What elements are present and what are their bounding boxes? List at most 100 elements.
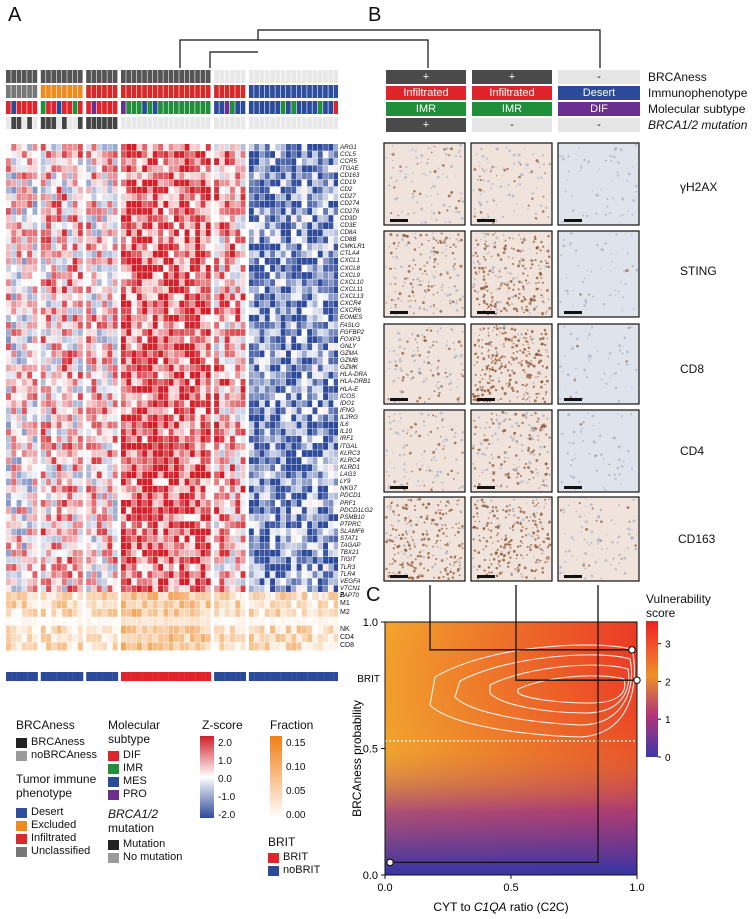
heatmap-cell: [179, 371, 185, 379]
heatmap-cell: [224, 457, 230, 464]
heatmap-cell: [107, 307, 113, 315]
heatmap-cell: [275, 343, 281, 351]
heatmap-cell: [136, 393, 142, 400]
heatmap-cell: [174, 514, 179, 521]
heatmap-cell: [296, 400, 302, 408]
heatmap-cell: [21, 471, 27, 479]
heatmap-cell: [189, 485, 195, 493]
heatmap-cell: [184, 236, 190, 244]
heatmap-cell: [189, 364, 195, 372]
heatmap-cell: [163, 556, 169, 564]
brit-cell: [21, 672, 28, 681]
heatmap-cell: [16, 500, 22, 507]
heatmap-cell: [32, 293, 38, 301]
heatmap-cell: [259, 300, 265, 308]
heatmap-cell: [296, 450, 302, 457]
heatmap-cell: [275, 208, 281, 215]
fraction-cell: [333, 625, 338, 634]
heatmap-cell: [291, 236, 297, 244]
heatmap-cell: [296, 585, 302, 593]
heatmap-cell: [51, 421, 57, 429]
track-subtype-cell: [147, 101, 153, 114]
ihc-speck: [501, 174, 503, 176]
ihc-speck: [404, 173, 407, 176]
track-subtype-cell: [235, 101, 240, 114]
heatmap-cell: [254, 236, 260, 244]
heatmap-cell: [40, 435, 46, 443]
heatmap-cell: [21, 329, 27, 336]
heatmap-cell: [333, 236, 338, 244]
heatmap-cell: [107, 585, 113, 593]
heatmap-cell: [200, 435, 206, 443]
heatmap-cell: [254, 186, 260, 194]
heatmap-cell: [91, 364, 97, 372]
heatmap-cell: [96, 414, 102, 422]
track-brcaness-cell: [296, 70, 302, 83]
track-mutation-cell: [163, 117, 169, 129]
fraction-cell: [107, 625, 113, 634]
heatmap-cell: [16, 208, 22, 215]
heatmap-cell: [77, 535, 83, 543]
ihc-speck: [485, 200, 489, 203]
fraction-cell: [240, 642, 246, 651]
heatmap-cell: [205, 243, 211, 251]
ihc-speck: [479, 175, 481, 178]
heatmap-cell: [301, 521, 307, 529]
heatmap-cell: [136, 492, 142, 500]
heatmap-cell: [168, 250, 174, 258]
track-immuno-cell: [286, 85, 291, 98]
heatmap-cell: [312, 250, 318, 258]
heatmap-cell: [317, 172, 323, 180]
heatmap-cell: [62, 257, 67, 265]
heatmap-cell: [264, 528, 270, 536]
heatmap-cell: [184, 307, 190, 315]
heatmap-cell: [224, 279, 230, 286]
heatmap-cell: [240, 165, 246, 173]
heatmap-cell: [259, 229, 265, 237]
track-subtype-cell: [67, 101, 72, 114]
heatmap-cell: [323, 364, 328, 372]
heatmap-cell: [323, 478, 328, 486]
heatmap-cell: [86, 386, 92, 393]
heatmap-cell: [96, 200, 102, 208]
heatmap-cell: [195, 386, 201, 393]
ihc-speck: [527, 204, 530, 207]
heatmap-cell: [91, 528, 97, 536]
heatmap-cell: [205, 371, 211, 379]
heatmap-cell: [86, 158, 92, 165]
heatmap-cell: [168, 371, 174, 379]
fraction-cell: [323, 625, 328, 634]
heatmap-cell: [195, 514, 201, 521]
heatmap-cell: [6, 535, 11, 543]
heatmap-cell: [67, 279, 73, 286]
heatmap-cell: [333, 193, 338, 201]
heatmap-cell: [259, 343, 265, 351]
heatmap-cell: [96, 400, 102, 408]
heatmap-cell: [46, 478, 51, 486]
heatmap-cell: [235, 378, 241, 386]
heatmap-cell: [259, 535, 265, 543]
heatmap-cell: [184, 514, 190, 521]
heatmap-cell: [301, 535, 307, 543]
heatmap-cell: [136, 578, 142, 586]
heatmap-cell: [214, 293, 219, 301]
heatmap-cell: [205, 414, 211, 422]
heatmap-cell: [312, 578, 318, 586]
heatmap-cell: [224, 215, 230, 222]
heatmap-cell: [307, 542, 313, 550]
heatmap-cell: [275, 243, 281, 251]
heatmap-cell: [307, 300, 313, 308]
gene-label: VEGFA: [340, 577, 361, 585]
heatmap-cell: [205, 193, 211, 201]
fraction-cell: [158, 600, 163, 609]
heatmap-cell: [280, 165, 286, 173]
heatmap-cell: [163, 300, 169, 308]
heatmap-cell: [27, 151, 33, 158]
brit-cell: [112, 672, 119, 681]
heatmap-cell: [112, 165, 118, 173]
heatmap-cell: [131, 564, 137, 571]
heatmap-cell: [317, 236, 323, 244]
heatmap-cell: [126, 528, 132, 536]
heatmap-cell: [259, 386, 265, 393]
track-subtype-cell: [86, 101, 91, 114]
